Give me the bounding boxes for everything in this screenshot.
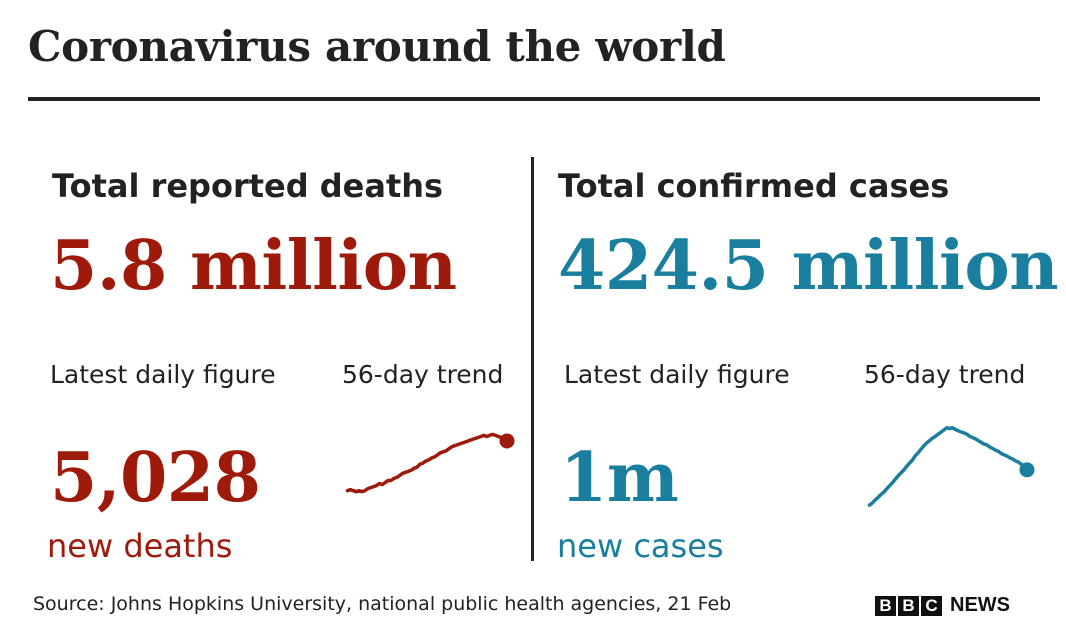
deaths-latest-label: Latest daily figure xyxy=(50,360,276,389)
title-rule xyxy=(28,97,1040,101)
deaths-trend-end-dot xyxy=(499,433,515,449)
source-note: Source: Johns Hopkins University, nation… xyxy=(33,593,732,615)
logo-letter: B xyxy=(875,595,896,616)
cases-latest-label: Latest daily figure xyxy=(564,360,790,389)
cases-latest-value: 1m xyxy=(560,438,679,518)
deaths-trend-label: 56-day trend xyxy=(342,360,504,389)
deaths-trend-line xyxy=(345,432,509,494)
cases-trend-end-dot xyxy=(1019,462,1035,478)
logo-letter: B xyxy=(898,595,919,616)
cases-trend-chart xyxy=(867,425,1035,507)
logo-letter: C xyxy=(921,595,942,616)
cases-trend-line xyxy=(867,425,1029,507)
page-title: Coronavirus around the world xyxy=(28,22,726,71)
deaths-heading: Total reported deaths xyxy=(52,167,444,205)
logo-word: NEWS xyxy=(950,594,1010,616)
cases-heading: Total confirmed cases xyxy=(558,167,950,205)
cases-latest-unit: new cases xyxy=(557,527,724,565)
deaths-trend-chart xyxy=(345,432,515,494)
deaths-latest-unit: new deaths xyxy=(47,527,233,565)
cases-trend-label: 56-day trend xyxy=(864,360,1026,389)
bbc-news-logo: B B C NEWS xyxy=(875,594,1010,617)
cases-total: 424.5 million xyxy=(558,226,1059,306)
deaths-latest-value: 5,028 xyxy=(50,438,261,518)
deaths-total: 5.8 million xyxy=(50,226,457,306)
panel-divider xyxy=(531,157,534,561)
